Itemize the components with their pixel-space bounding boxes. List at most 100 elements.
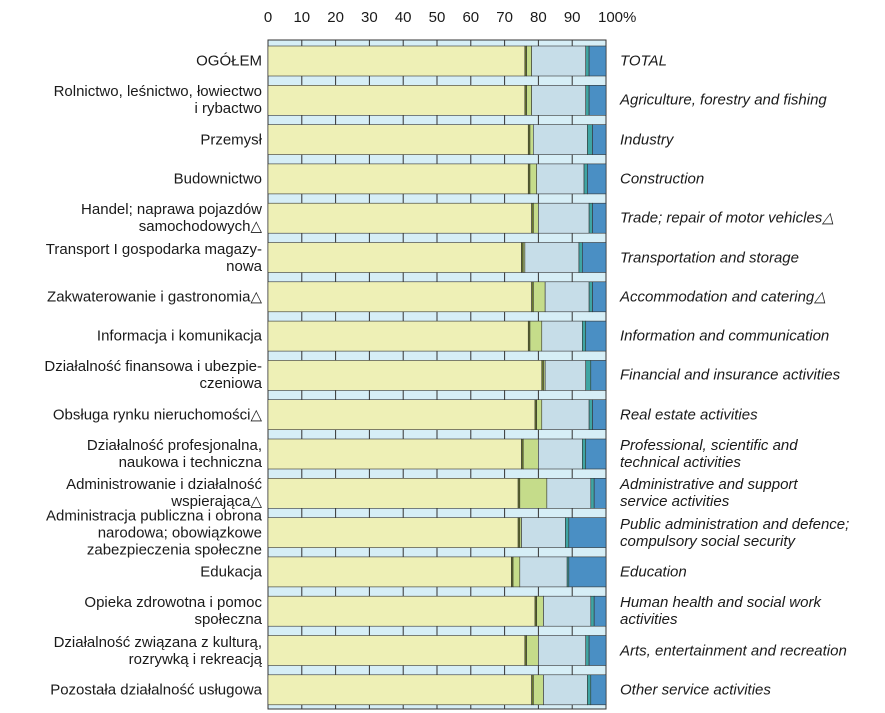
bar-segment bbox=[522, 438, 539, 470]
bar-segment bbox=[267, 124, 529, 155]
bar-segment bbox=[585, 635, 590, 666]
bar-segment bbox=[582, 320, 587, 352]
bar-segment bbox=[568, 556, 607, 588]
x-tick-label: 80 bbox=[530, 9, 547, 26]
bar-segment bbox=[592, 202, 607, 234]
bar-segment bbox=[544, 360, 587, 391]
bar-segment bbox=[585, 320, 607, 352]
x-tick-label: 70 bbox=[496, 9, 513, 26]
bar-segment bbox=[585, 45, 590, 77]
bar-segment bbox=[590, 595, 595, 627]
category-label-en: Financial and insurance activities bbox=[620, 366, 841, 384]
bar-segment bbox=[267, 438, 522, 470]
bar-segment bbox=[267, 477, 519, 509]
category-label: Edukacja bbox=[200, 563, 262, 581]
bar-segment bbox=[568, 517, 607, 548]
x-tick-label: 0 bbox=[264, 9, 272, 26]
bar-segment bbox=[587, 674, 592, 706]
bar-segment bbox=[524, 242, 580, 273]
category-label: Przemysł bbox=[200, 131, 262, 149]
bar-segment bbox=[588, 45, 607, 77]
bar-segment bbox=[578, 242, 583, 273]
bar-segment bbox=[526, 45, 532, 77]
bar-segment bbox=[588, 85, 607, 116]
category-label-en: Construction bbox=[620, 170, 705, 188]
bar-segment bbox=[541, 399, 590, 431]
category-label-en: Administrative and support service activ… bbox=[620, 476, 798, 511]
category-label-en: Education bbox=[620, 563, 687, 581]
bar-segment bbox=[529, 124, 534, 155]
bar-segment bbox=[592, 399, 607, 431]
bar-segment bbox=[588, 635, 607, 666]
bar-segment bbox=[588, 399, 593, 431]
category-label-en: Accommodation and catering△ bbox=[620, 288, 826, 306]
bar-segment bbox=[267, 674, 532, 706]
x-tick-label: 90 bbox=[564, 9, 581, 26]
bar-segment bbox=[267, 635, 526, 666]
bar-segment bbox=[533, 674, 544, 706]
bar-segment bbox=[267, 517, 519, 548]
category-label: Opieka zdrowotna i pomoc społeczna bbox=[84, 594, 262, 629]
category-label: Pozostała działalność usługowa bbox=[50, 681, 262, 699]
bar-segment bbox=[585, 85, 590, 116]
bar-segment bbox=[267, 281, 532, 313]
bar-segment bbox=[593, 595, 607, 627]
bar-segment bbox=[587, 163, 607, 195]
bar-segment bbox=[585, 438, 607, 470]
bar-segment bbox=[526, 85, 532, 116]
bar-segment bbox=[267, 399, 536, 431]
x-tick-label: 20 bbox=[327, 9, 344, 26]
category-label-en: Transportation and storage bbox=[620, 249, 799, 266]
bar-segment bbox=[538, 635, 587, 666]
bar-segment bbox=[543, 595, 592, 627]
bar-segment bbox=[531, 45, 587, 77]
bar-segment bbox=[593, 477, 607, 509]
bar-segment bbox=[590, 674, 607, 706]
x-tick-label: 100% bbox=[598, 9, 636, 26]
bar-segment bbox=[582, 242, 607, 273]
bar-segment bbox=[521, 517, 566, 548]
bar-segment bbox=[583, 163, 588, 195]
category-label: OGÓŁEM bbox=[196, 52, 262, 70]
bar-segment bbox=[533, 124, 588, 155]
category-label: Działalność finansowa i ubezpie- czeniow… bbox=[44, 358, 262, 393]
x-tick-label: 60 bbox=[462, 9, 479, 26]
x-tick-label: 30 bbox=[361, 9, 378, 26]
category-label-en: Information and communication bbox=[620, 327, 830, 345]
category-label-en: TOTAL bbox=[620, 52, 667, 70]
bar-segment bbox=[531, 85, 587, 116]
bar-segment bbox=[533, 202, 539, 234]
bar-segment bbox=[512, 556, 521, 588]
category-label-en: Professional, scientific and technical a… bbox=[620, 437, 798, 471]
category-label: Transport I gospodarka magazy- nowa bbox=[45, 240, 262, 275]
bar-segment bbox=[267, 202, 532, 234]
category-label-en: Other service activities bbox=[620, 681, 771, 699]
category-label-en: Agriculture, forestry and fishing bbox=[620, 91, 827, 109]
bar-segment bbox=[267, 595, 536, 627]
category-label: Działalność profesjonalna, naukowa i tec… bbox=[86, 437, 262, 471]
bar-segment bbox=[543, 674, 588, 706]
category-label: Zakwaterowanie i gastronomia△ bbox=[47, 288, 262, 306]
category-label: Budownictwo bbox=[173, 170, 262, 188]
bar-segment bbox=[588, 202, 593, 234]
bar-segment bbox=[592, 281, 607, 313]
category-label: Handel; naprawa pojazdów samochodowych△ bbox=[81, 201, 262, 236]
bar-segment bbox=[536, 595, 544, 627]
x-tick-label: 10 bbox=[293, 9, 310, 26]
bar-segment bbox=[519, 477, 548, 509]
bar-segment bbox=[529, 320, 543, 352]
category-label: Informacja i komunikacja bbox=[96, 327, 262, 345]
bar-segment bbox=[267, 85, 526, 116]
bar-segment bbox=[519, 556, 568, 588]
bar-segment bbox=[267, 320, 529, 352]
x-tick-label: 40 bbox=[395, 9, 412, 26]
bar-segment bbox=[588, 281, 593, 313]
bar-segment bbox=[538, 438, 583, 470]
bar-segment bbox=[565, 517, 570, 548]
category-label-en: Real estate activities bbox=[620, 406, 758, 424]
bar-segment bbox=[529, 163, 538, 195]
category-label: Obsługa rynku nieruchomości△ bbox=[52, 406, 262, 424]
x-tick-label: 50 bbox=[429, 9, 446, 26]
category-label-en: Public administration and defence; compu… bbox=[620, 515, 850, 550]
